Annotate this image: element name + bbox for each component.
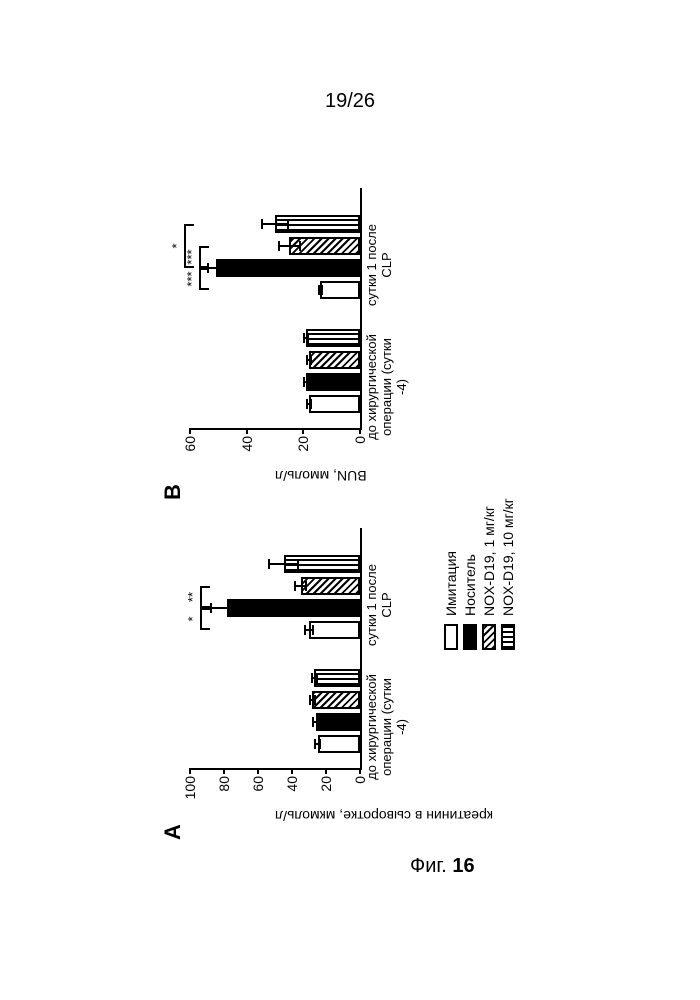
panel-b-xlabel-0: до хирургической операции (сутки -4) <box>365 332 410 442</box>
bar <box>309 621 360 639</box>
legend-swatch-2 <box>482 624 496 650</box>
bar <box>306 329 360 347</box>
bar <box>309 351 360 369</box>
panel-a-xlabel-1: сутки 1 после CLP <box>365 550 395 660</box>
bar <box>227 599 360 617</box>
page-number: 19/26 <box>0 90 700 113</box>
error-bar <box>314 743 321 745</box>
error-bar <box>311 677 318 679</box>
panel-a: A креатинин в сыворотке, мкмоль/л 020406… <box>190 510 430 810</box>
legend-label-3: NOX-D19, 10 мг/кг <box>500 498 516 616</box>
bar-group <box>190 329 360 413</box>
figure-wrapper: A креатинин в сыворотке, мкмоль/л 020406… <box>160 160 540 820</box>
panel-b: B BUN, ммоль/л 0204060******* до хирурги… <box>190 170 430 470</box>
significance-label: * <box>185 616 200 621</box>
panel-a-label: A <box>160 824 186 840</box>
ytick-label: 80 <box>216 776 232 792</box>
error-bar <box>304 629 314 631</box>
panel-b-ylabel: BUN, ммоль/л <box>275 468 367 484</box>
significance-label: *** <box>184 271 199 286</box>
legend-label-1: Носитель <box>462 554 478 616</box>
bar <box>312 691 360 709</box>
error-bar <box>261 223 289 225</box>
bar-group: ******* <box>190 215 360 299</box>
legend-label-0: Имитация <box>443 551 459 616</box>
legend-row: Имитация <box>443 498 459 650</box>
legend-row: NOX-D19, 10 мг/кг <box>500 498 516 650</box>
bar <box>320 281 360 299</box>
panel-b-label: B <box>160 484 186 500</box>
error-bar <box>306 403 312 405</box>
panel-a-xlabel-0: до хирургической операции (сутки -4) <box>365 672 410 782</box>
bar <box>318 735 361 753</box>
legend: Имитация Носитель NOX-D19, 1 мг/кг NOX-D… <box>440 498 519 650</box>
bar <box>306 373 360 391</box>
significance-bracket <box>184 224 186 268</box>
error-bar <box>309 699 316 701</box>
legend-label-2: NOX-D19, 1 мг/кг <box>481 506 497 616</box>
bar <box>301 577 361 595</box>
bar-group: *** <box>190 555 360 639</box>
error-bar <box>207 267 224 269</box>
ytick-label: 60 <box>250 776 266 792</box>
figure-caption: Фиг. 16 <box>410 855 475 878</box>
significance-bracket <box>200 608 202 630</box>
ytick-label: 40 <box>284 776 300 792</box>
bar <box>314 669 360 687</box>
error-bar <box>318 289 324 291</box>
ytick-label: 20 <box>318 776 334 792</box>
error-bar <box>303 337 309 339</box>
panel-a-ylabel: креатинин в сыворотке, мкмоль/л <box>275 808 493 824</box>
ytick-label: 60 <box>182 436 198 452</box>
ytick-label: 40 <box>239 436 255 452</box>
error-bar <box>278 245 301 247</box>
error-bar <box>303 381 309 383</box>
legend-swatch-0 <box>444 624 458 650</box>
significance-bracket <box>199 246 201 268</box>
panel-b-xlabel-1: сутки 1 после CLP <box>365 210 395 320</box>
error-bar <box>268 563 299 565</box>
significance-bracket <box>200 586 202 608</box>
bar-group <box>190 669 360 753</box>
panel-a-chart: 020406080100*** <box>190 528 362 770</box>
error-bar <box>210 607 244 609</box>
bar <box>309 395 360 413</box>
significance-label: * <box>169 243 184 248</box>
ytick-label: 20 <box>295 436 311 452</box>
ytick-label: 100 <box>182 776 198 799</box>
significance-bracket <box>199 268 201 290</box>
error-bar <box>306 359 312 361</box>
legend-swatch-1 <box>463 624 477 650</box>
legend-row: Носитель <box>462 498 478 650</box>
error-bar <box>312 721 319 723</box>
legend-row: NOX-D19, 1 мг/кг <box>481 498 497 650</box>
panel-b-chart: 0204060******* <box>190 188 362 430</box>
error-bar <box>294 585 308 587</box>
significance-label: ** <box>185 592 200 602</box>
bar <box>316 713 360 731</box>
legend-swatch-3 <box>501 624 515 650</box>
bar <box>216 259 361 277</box>
